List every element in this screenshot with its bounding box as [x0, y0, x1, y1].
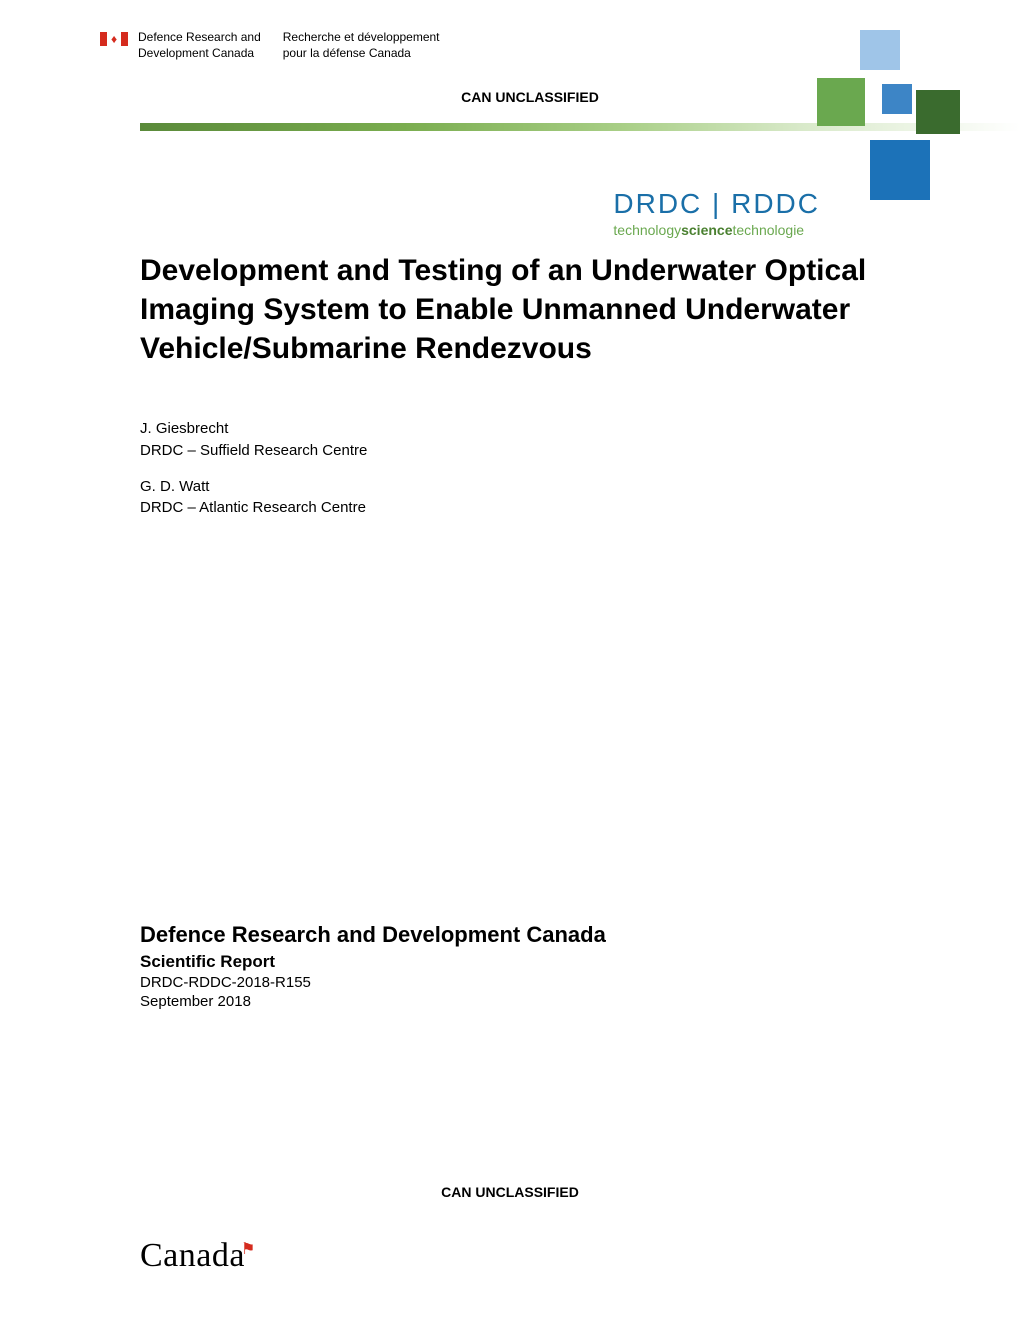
drdc-graphic-squares [800, 30, 960, 190]
author-block: J. GiesbrechtDRDC – Suffield Research Ce… [140, 418, 900, 462]
author-affiliation: DRDC – Atlantic Research Centre [140, 497, 900, 519]
dept-fr-line1: Recherche et développement [283, 30, 440, 46]
author-list: J. GiesbrechtDRDC – Suffield Research Ce… [140, 418, 900, 519]
main-content: Development and Testing of an Underwater… [100, 251, 960, 519]
brand-tag-mid: science [681, 222, 732, 238]
canada-wordmark: Canada⚑ [140, 1237, 256, 1275]
report-id: DRDC-RDDC-2018-R155 [140, 974, 606, 991]
author-name: G. D. Watt [140, 476, 900, 498]
department-french: Recherche et développement pour la défen… [283, 30, 440, 61]
wordmark-text: Canada [140, 1237, 245, 1274]
logo-square [860, 30, 900, 70]
dept-en-line2: Development Canada [138, 46, 261, 62]
classification-banner-bottom: CAN UNCLASSIFIED [0, 1184, 1020, 1200]
department-english: Defence Research and Development Canada [138, 30, 261, 61]
author-name: J. Giesbrecht [140, 418, 900, 440]
brand-main-text: DRDC | RDDC [613, 188, 820, 220]
logo-square [916, 90, 960, 134]
drdc-brand-block: DRDC | RDDC technologysciencetechnologie [613, 188, 820, 238]
author-affiliation: DRDC – Suffield Research Centre [140, 440, 900, 462]
brand-tag-right: technologie [732, 222, 804, 238]
logo-square [817, 78, 865, 126]
brand-tag-left: technology [613, 222, 681, 238]
brand-tagline: technologysciencetechnologie [613, 222, 820, 238]
report-date: September 2018 [140, 993, 606, 1010]
logo-square [882, 84, 912, 114]
report-cover-page: ♦ Defence Research and Development Canad… [0, 0, 1020, 1320]
author-block: G. D. WattDRDC – Atlantic Research Centr… [140, 476, 900, 520]
dept-fr-line2: pour la défense Canada [283, 46, 440, 62]
logo-square [870, 140, 930, 200]
report-type: Scientific Report [140, 952, 606, 972]
department-names: Defence Research and Development Canada … [138, 30, 440, 61]
report-title: Development and Testing of an Underwater… [140, 251, 900, 368]
canada-flag-icon: ♦ [100, 32, 128, 46]
dept-en-line1: Defence Research and [138, 30, 261, 46]
wordmark-flag-icon: ⚑ [241, 1241, 256, 1258]
organization-name: Defence Research and Development Canada [140, 922, 606, 948]
report-footer-block: Defence Research and Development Canada … [140, 922, 606, 1010]
